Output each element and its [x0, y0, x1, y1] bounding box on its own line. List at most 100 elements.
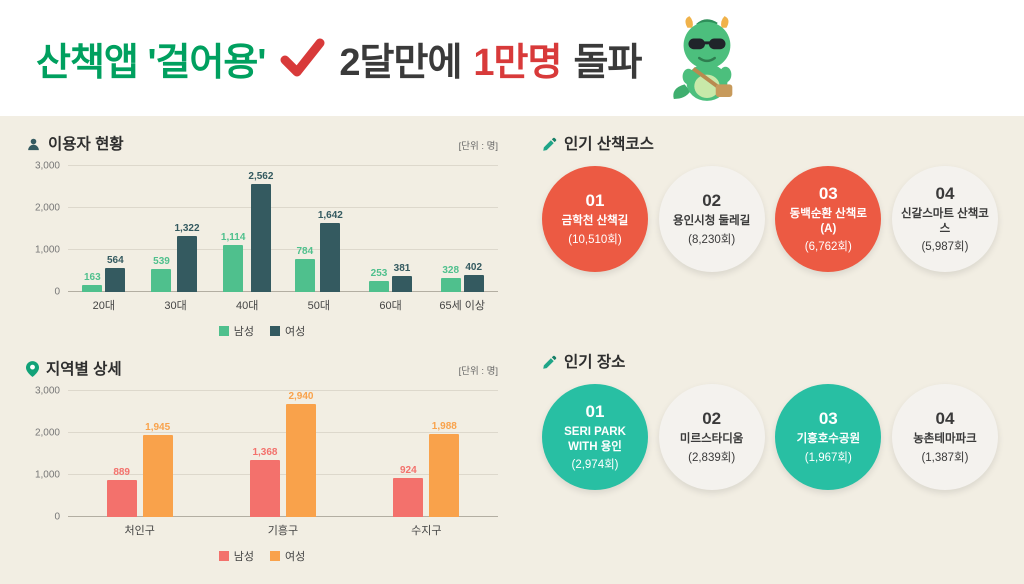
bar-value-label: 402	[465, 262, 483, 274]
ranking-circle: 02 용인시청 둘레길 (8,230회)	[658, 166, 765, 272]
dragon-mascot-icon	[667, 12, 745, 104]
rank-name: SERI PARK WITH 용인	[564, 425, 626, 453]
title-text-end: 돌파	[573, 41, 642, 84]
legend-swatch	[218, 551, 229, 561]
rank-count: (1,967회)	[804, 451, 852, 464]
unit-label: [단위 : 명]	[458, 366, 498, 377]
plot-area: 889 1,945 1,368 2,940 924 1,988	[68, 390, 498, 517]
gridline	[68, 432, 498, 433]
bar-value-label: 784	[296, 246, 314, 258]
title-highlight: 1만명	[473, 41, 562, 84]
bar-group: 1,114 2,562	[211, 166, 283, 292]
bar-groups: 889 1,945 1,368 2,940 924 1,988	[68, 391, 498, 517]
rank-name: 농촌테마파크	[913, 433, 977, 446]
rank-name: 금학천 산책길	[561, 215, 629, 228]
popular-places-section: 인기 장소 01 SERI PARK WITH 용인 (2,974회) 02 미르스타디…	[542, 352, 998, 490]
chart-legend: 남성 여성	[26, 323, 498, 339]
bar	[369, 281, 390, 292]
bar	[142, 435, 173, 517]
bar	[151, 269, 172, 292]
users-chart-section: 이용자 현황 [단위 : 명] 0 1,000 2,000 3,000 163 564 53…	[26, 134, 498, 339]
y-tick-label: 0	[54, 286, 60, 298]
rank-number: 02	[702, 409, 722, 429]
bar-value-label: 1,642	[317, 210, 343, 222]
title-text-mid: 2달만에	[339, 41, 462, 84]
rank-count: (2,839회)	[688, 451, 736, 464]
section-title: 이용자 현황	[48, 135, 124, 153]
rank-count: (10,510회)	[568, 233, 622, 246]
users-bar-chart: 0 1,000 2,000 3,000 163 564 539 1,322 1,114 2,562…	[26, 161, 498, 339]
chart-plot: 0 1,000 2,000 3,000 889 1,945 1,368 2,940 924 1,9…	[26, 386, 498, 523]
bar-value-label: 2,562	[248, 171, 274, 183]
bar-wrap: 163	[82, 166, 103, 292]
bar-wrap: 1,368	[249, 391, 280, 517]
bar	[393, 478, 424, 517]
legend-swatch	[270, 551, 280, 561]
rank-number: 04	[935, 183, 955, 203]
bar	[106, 479, 137, 517]
ranking-circle: 04 농촌테마파크 (1,387회)	[891, 384, 998, 490]
bar-group: 924 1,988	[355, 391, 498, 517]
bar-value-label: 253	[370, 268, 388, 280]
x-category-label: 60대	[379, 300, 402, 312]
gridline	[68, 207, 498, 208]
legend-swatch	[270, 326, 280, 336]
bar-wrap: 1,642	[318, 166, 343, 292]
popular-places-header: 인기 장소	[542, 352, 998, 370]
ranking-circle: 04 신갈스마트 산책코스 (5,987회)	[891, 166, 998, 272]
chart-legend: 남성 여성	[26, 548, 498, 564]
region-bar-chart: 0 1,000 2,000 3,000 889 1,945 1,368 2,940 924 1,9…	[26, 386, 498, 564]
bar-group: 784 1,642	[283, 166, 355, 292]
popular-courses-section: 인기 산책코스 01 금학천 산책길 (10,510회) 02 용인시청 둘레길 (8,2…	[542, 134, 998, 272]
bar	[285, 404, 316, 517]
section-title: 인기 장소	[564, 353, 626, 371]
bar-wrap: 328	[440, 166, 461, 292]
bar	[250, 184, 271, 292]
gridline	[68, 249, 498, 250]
bar-wrap: 1,114	[221, 166, 245, 292]
bar	[294, 259, 315, 292]
ranking-circle: 02 미르스타디움 (2,839회)	[658, 384, 765, 490]
section-title: 인기 산책코스	[564, 135, 654, 153]
y-axis: 0 1,000 2,000 3,000	[26, 161, 68, 298]
legend-label: 여성	[285, 326, 306, 338]
x-category-label: 수지구	[411, 525, 442, 537]
x-category-label: 20대	[92, 300, 116, 312]
bar-wrap: 1,322	[174, 166, 200, 292]
rank-number: 01	[585, 401, 605, 421]
y-axis: 0 1,000 2,000 3,000	[26, 386, 68, 523]
courses-ranking-row: 01 금학천 산책길 (10,510회) 02 용인시청 둘레길 (8,230회) 03 동백…	[542, 166, 998, 272]
pencil-icon	[542, 137, 557, 152]
rank-number: 01	[585, 191, 605, 211]
header: 산책앱 '걸어용' 2달만에 1만명 돌파	[0, 0, 1024, 116]
bar-value-label: 889	[113, 466, 130, 478]
content-area: 이용자 현황 [단위 : 명] 0 1,000 2,000 3,000 163 564 53…	[0, 116, 1024, 584]
ranking-circle: 03 기흥호수공원 (1,967회)	[775, 384, 882, 490]
ranking-circle: 01 금학천 산책길 (10,510회)	[542, 166, 648, 272]
y-tick-label: 1,000	[34, 469, 60, 481]
bar-groups: 163 564 539 1,322 1,114 2,562 784 1,642 253 381 32…	[68, 166, 498, 292]
person-icon	[26, 137, 41, 152]
gridline	[68, 474, 498, 475]
rank-count: (1,387회)	[921, 451, 969, 464]
x-category-label: 처인구	[124, 525, 155, 537]
ranking-circle: 01 SERI PARK WITH 용인 (2,974회)	[542, 384, 648, 490]
rank-name: 동백순환 산책로(A)	[789, 207, 867, 235]
bar	[440, 278, 461, 292]
rank-name: 미르스타디움	[679, 433, 744, 446]
legend-item: 여성	[270, 323, 305, 339]
bar	[82, 285, 103, 292]
bar	[223, 245, 244, 292]
checkmark-icon	[279, 37, 325, 79]
gridline	[68, 390, 498, 391]
y-tick-label: 3,000	[34, 385, 60, 397]
bar-wrap: 784	[294, 166, 315, 292]
bar-value-label: 924	[399, 465, 417, 477]
bar-value-label: 564	[106, 255, 124, 267]
legend-swatch	[218, 326, 229, 336]
ranking-circle: 03 동백순환 산책로(A) (6,762회)	[775, 166, 882, 272]
region-chart-section: 지역별 상세 [단위 : 명] 0 1,000 2,000 3,000 889 1,945…	[26, 359, 498, 564]
y-tick-label: 3,000	[34, 160, 60, 172]
rank-count: (8,230회)	[688, 233, 736, 246]
bar-value-label: 1,322	[174, 223, 200, 235]
